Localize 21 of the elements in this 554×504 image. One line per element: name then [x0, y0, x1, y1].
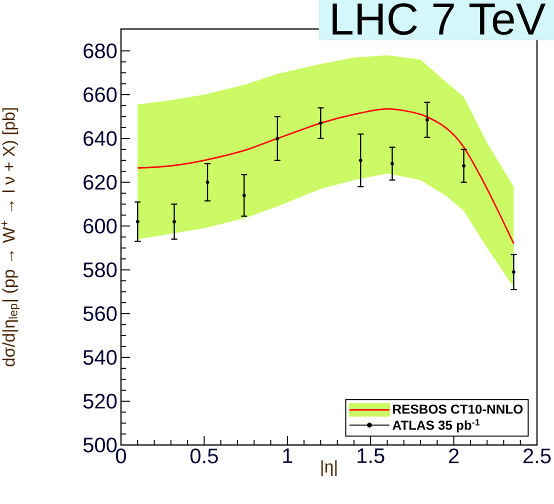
- annotation: LHC 7 TeV: [332, 3, 546, 35]
- x-tick-label: 0.5: [190, 448, 218, 464]
- y-tick-label: 680: [84, 43, 117, 58]
- legend-label: ATLAS 35 pb$^{-1}$: [392, 419, 480, 432]
- y-tick-label: 560: [83, 306, 117, 322]
- y-tick-label: 620: [84, 174, 117, 190]
- x-tick-label: 1: [283, 448, 292, 463]
- y-tick-label: 500: [83, 438, 117, 452]
- x-tick-label: 2: [449, 448, 459, 464]
- x-axis-title: |η|: [321, 460, 337, 476]
- y-tick-label: 520: [83, 394, 117, 409]
- legend-label: RESBOS CT10-NNLO: [393, 404, 523, 414]
- y-tick-label: 660: [84, 87, 117, 102]
- x-tick-label: 0: [116, 448, 126, 464]
- y-tick-label: 540: [83, 350, 117, 365]
- y-tick-label: 640: [84, 131, 117, 146]
- y-tick-label: 580: [83, 262, 117, 278]
- x-tick-label: 1.5: [358, 448, 384, 464]
- y-tick-label: 600: [84, 218, 117, 234]
- x-tick-label: 2.5: [524, 448, 551, 464]
- y-axis-title: dσ/d|η$_{lep}$| (pp → W$^{+}$ → l ν + X) [pb]: [2, 108, 20, 366]
